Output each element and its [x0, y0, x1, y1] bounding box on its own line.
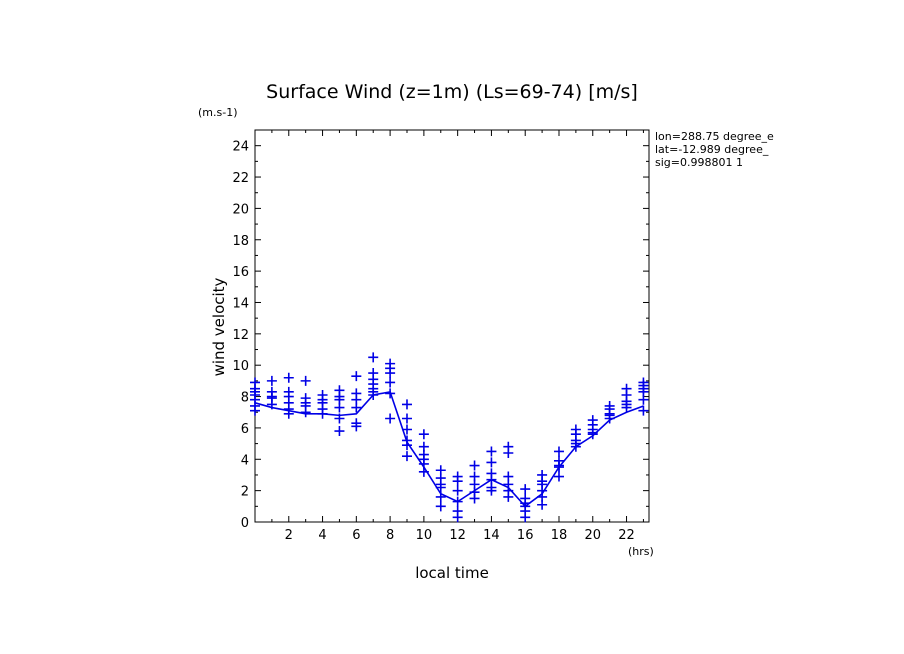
y-tick-label: 22 [232, 171, 249, 186]
data-point [334, 413, 345, 424]
data-point [418, 429, 429, 440]
x-tick-label: 14 [483, 528, 500, 543]
data-point [368, 352, 379, 363]
data-point [435, 482, 446, 493]
data-point [604, 413, 615, 424]
y-tick-label: 0 [241, 516, 249, 531]
data-point [401, 440, 412, 451]
info-line: lat=-12.989 degree_ [655, 143, 769, 156]
y-tick-label: 24 [232, 140, 249, 155]
data-point [435, 501, 446, 512]
data-point [537, 499, 548, 510]
info-line: lon=288.75 degree_e [655, 130, 774, 143]
data-point [250, 405, 260, 416]
y-tick-label: 18 [232, 234, 249, 249]
data-point [503, 491, 514, 502]
data-point [317, 408, 328, 419]
data-point [401, 413, 412, 424]
data-point [452, 512, 463, 523]
y-tick-label: 4 [241, 453, 249, 468]
data-point [266, 375, 277, 386]
data-point [638, 394, 649, 405]
data-point [520, 512, 531, 523]
data-point [452, 496, 463, 507]
x-tick-label: 8 [386, 528, 394, 543]
data-point [401, 451, 412, 462]
data-point [553, 462, 564, 473]
data-point [503, 448, 514, 459]
data-point [283, 372, 294, 383]
x-tick-label: 16 [517, 528, 534, 543]
series-line-mean [254, 390, 644, 508]
y-axis-label: wind velocity [210, 277, 228, 376]
x-axis-label: local time [415, 564, 489, 582]
data-point [300, 375, 311, 386]
data-point [401, 399, 412, 410]
x-tick-label: 22 [618, 528, 635, 543]
data-point [486, 457, 497, 468]
data-point [435, 491, 446, 502]
y-tick-label: 10 [232, 359, 249, 374]
data-point [553, 471, 564, 482]
data-point [385, 388, 396, 399]
y-unit-label: (m.s-1) [198, 106, 238, 119]
data-point [452, 485, 463, 496]
data-point [452, 476, 463, 487]
data-point [351, 402, 362, 413]
x-tick-label: 10 [416, 528, 433, 543]
info-line: sig=0.998801 1 [655, 156, 743, 169]
x-unit-label: (hrs) [628, 545, 654, 558]
data-point [469, 460, 480, 471]
data-point [401, 424, 412, 435]
x-tick-label: 4 [318, 528, 326, 543]
data-point [587, 429, 598, 440]
plot-frame [254, 129, 650, 523]
data-point [351, 421, 362, 432]
data-point [621, 402, 632, 413]
data-point [385, 413, 396, 424]
chart-title: Surface Wind (z=1m) (Ls=69-74) [m/s] [266, 81, 638, 103]
data-point [283, 408, 294, 419]
x-tick-label: 18 [551, 528, 568, 543]
x-tick-label: 12 [449, 528, 466, 543]
y-tick-label: 20 [232, 202, 249, 217]
data-point [385, 377, 396, 388]
x-tick-label: 6 [352, 528, 360, 543]
data-point [418, 466, 429, 477]
data-point [486, 485, 497, 496]
data-point [334, 402, 345, 413]
y-tick-label: 14 [232, 296, 249, 311]
data-point [300, 407, 311, 418]
x-tick-label: 20 [584, 528, 601, 543]
data-point [469, 493, 480, 504]
data-point [266, 399, 277, 410]
data-point [553, 446, 564, 457]
data-point [520, 484, 531, 495]
y-tick-label: 2 [241, 485, 249, 500]
x-tick-label: 2 [285, 528, 293, 543]
data-point [486, 446, 497, 457]
y-tick-label: 12 [232, 328, 249, 343]
data-point [334, 426, 345, 437]
data-point [570, 441, 581, 452]
data-point [385, 368, 396, 379]
y-tick-label: 6 [241, 422, 249, 437]
data-point [638, 405, 649, 416]
y-tick-label: 16 [232, 265, 249, 280]
data-point [368, 389, 379, 400]
data-point [351, 371, 362, 382]
y-tick-label: 8 [241, 391, 249, 406]
